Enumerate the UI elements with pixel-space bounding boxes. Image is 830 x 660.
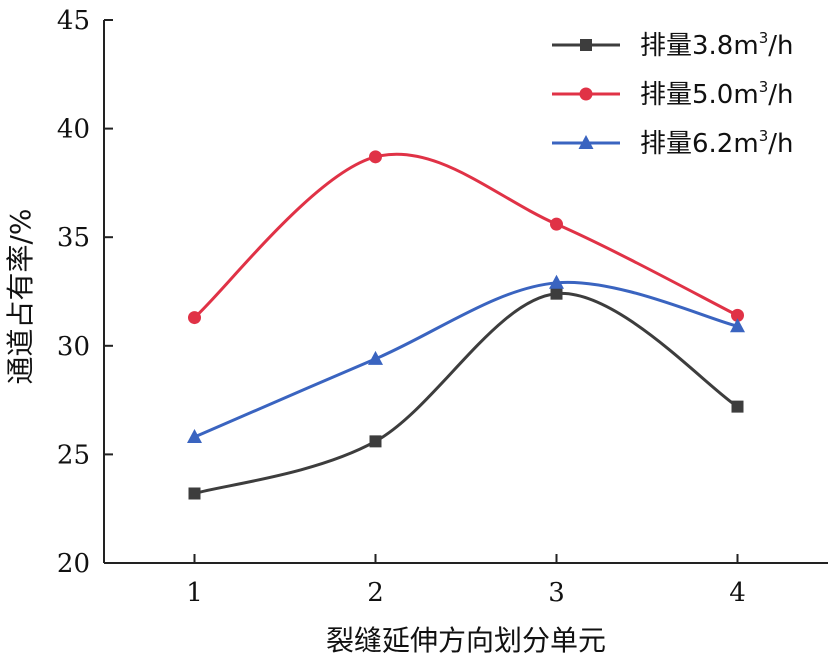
x-tick-label: 3 xyxy=(548,578,565,608)
data-point xyxy=(369,435,382,448)
y-tick-label: 40 xyxy=(57,115,90,145)
data-point xyxy=(550,217,563,231)
series-line xyxy=(194,292,739,495)
legend-label: 排量5.0m3/h xyxy=(640,78,793,110)
x-tick-label: 1 xyxy=(186,578,203,608)
series-3 xyxy=(187,274,745,444)
data-point xyxy=(550,287,563,300)
data-point xyxy=(549,274,564,289)
legend: 排量3.8m3/h 排量5.0m3/h 排量6.2m3/h xyxy=(552,29,793,159)
legend-entry: 排量5.0m3/h xyxy=(552,78,793,110)
series-line xyxy=(193,152,739,319)
x-tick-label: 2 xyxy=(367,578,384,608)
data-point xyxy=(731,400,744,413)
x-tick-label: 4 xyxy=(729,578,746,608)
legend-marker xyxy=(578,135,594,149)
data-point xyxy=(188,487,201,500)
legend-entry: 排量3.8m3/h xyxy=(552,29,793,61)
x-axis-title: 裂缝延伸方向划分单元 xyxy=(326,624,606,657)
data-point xyxy=(188,311,201,325)
axes: 20 25 30 35 40 45 1 2 3 4 xyxy=(57,6,828,608)
data-point xyxy=(730,318,745,333)
legend-entry: 排量6.2m3/h xyxy=(552,127,793,159)
series-1 xyxy=(188,287,744,500)
y-axis-title: 通道占有率/% xyxy=(4,208,37,384)
y-tick-label: 45 xyxy=(57,6,90,36)
legend-marker xyxy=(579,87,593,101)
y-tick-label: 30 xyxy=(57,332,90,362)
legend-marker xyxy=(580,39,592,51)
y-tick-label: 20 xyxy=(57,549,90,579)
data-point xyxy=(731,308,744,322)
y-tick-label: 35 xyxy=(57,223,90,253)
legend-label: 排量6.2m3/h xyxy=(640,127,793,159)
series-2 xyxy=(188,150,744,325)
y-tick-label: 25 xyxy=(57,440,90,470)
series-line xyxy=(193,280,738,439)
data-point xyxy=(368,350,383,365)
legend-label: 排量3.8m3/h xyxy=(640,29,793,61)
data-point xyxy=(369,150,382,164)
series-layer xyxy=(187,150,745,500)
data-point xyxy=(187,429,202,444)
